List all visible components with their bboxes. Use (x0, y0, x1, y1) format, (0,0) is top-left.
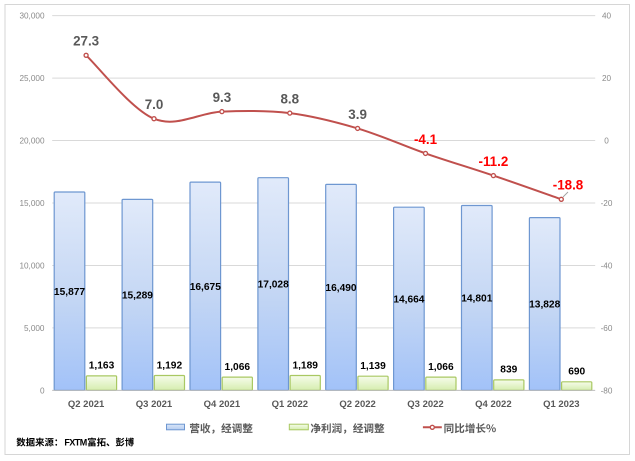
svg-text:Q3 2022: Q3 2022 (407, 399, 443, 410)
svg-text:0: 0 (40, 386, 45, 395)
svg-text:5,000: 5,000 (24, 324, 45, 333)
svg-text:Q2 2022: Q2 2022 (339, 399, 375, 410)
svg-text:Q3 2021: Q3 2021 (136, 399, 173, 410)
svg-text:27.3: 27.3 (73, 34, 99, 49)
svg-text:1,066: 1,066 (225, 362, 251, 373)
svg-text:10,000: 10,000 (19, 261, 44, 270)
svg-text:20: 20 (602, 74, 612, 83)
svg-text:15,000: 15,000 (19, 199, 44, 208)
svg-text:7.0: 7.0 (145, 97, 164, 112)
svg-text:-60: -60 (601, 324, 613, 333)
svg-text:Q2 2021: Q2 2021 (68, 399, 105, 410)
svg-text:17,028: 17,028 (258, 280, 289, 291)
svg-text:690: 690 (568, 367, 585, 378)
svg-text:-4.1: -4.1 (414, 132, 438, 147)
svg-text:Q4 2021: Q4 2021 (204, 399, 241, 410)
svg-text:1,163: 1,163 (89, 361, 115, 372)
svg-text:0: 0 (604, 136, 609, 145)
svg-text:Q1 2023: Q1 2023 (543, 399, 579, 410)
svg-text:15,289: 15,289 (122, 291, 153, 302)
svg-text:-20: -20 (601, 199, 613, 208)
svg-text:Q4 2022: Q4 2022 (475, 399, 511, 410)
svg-text:-40: -40 (601, 261, 613, 270)
svg-text:15,877: 15,877 (54, 287, 85, 298)
svg-text:Q1 2022: Q1 2022 (272, 399, 308, 410)
svg-text:8.8: 8.8 (280, 92, 299, 107)
svg-text:1,066: 1,066 (428, 362, 454, 373)
svg-text:-11.2: -11.2 (479, 154, 509, 169)
svg-text:-18.8: -18.8 (553, 178, 584, 193)
svg-text:1,192: 1,192 (157, 360, 183, 371)
svg-text:FXTM: FXTM (64, 438, 87, 448)
svg-text:16,490: 16,490 (325, 283, 356, 294)
svg-text:1,139: 1,139 (360, 361, 386, 372)
svg-text:13,828: 13,828 (529, 300, 560, 311)
svg-text:30,000: 30,000 (19, 12, 44, 21)
svg-text:9.3: 9.3 (213, 90, 232, 105)
svg-text:14,801: 14,801 (461, 294, 492, 305)
svg-text:839: 839 (500, 365, 517, 376)
svg-text:40: 40 (602, 12, 612, 21)
svg-text:-80: -80 (601, 386, 613, 395)
svg-text:3.9: 3.9 (348, 107, 367, 122)
svg-text:16,675: 16,675 (190, 282, 221, 293)
svg-text:25,000: 25,000 (19, 74, 44, 83)
svg-text:14,664: 14,664 (393, 294, 424, 305)
svg-text:20,000: 20,000 (19, 136, 44, 145)
svg-text:1,189: 1,189 (292, 360, 318, 371)
